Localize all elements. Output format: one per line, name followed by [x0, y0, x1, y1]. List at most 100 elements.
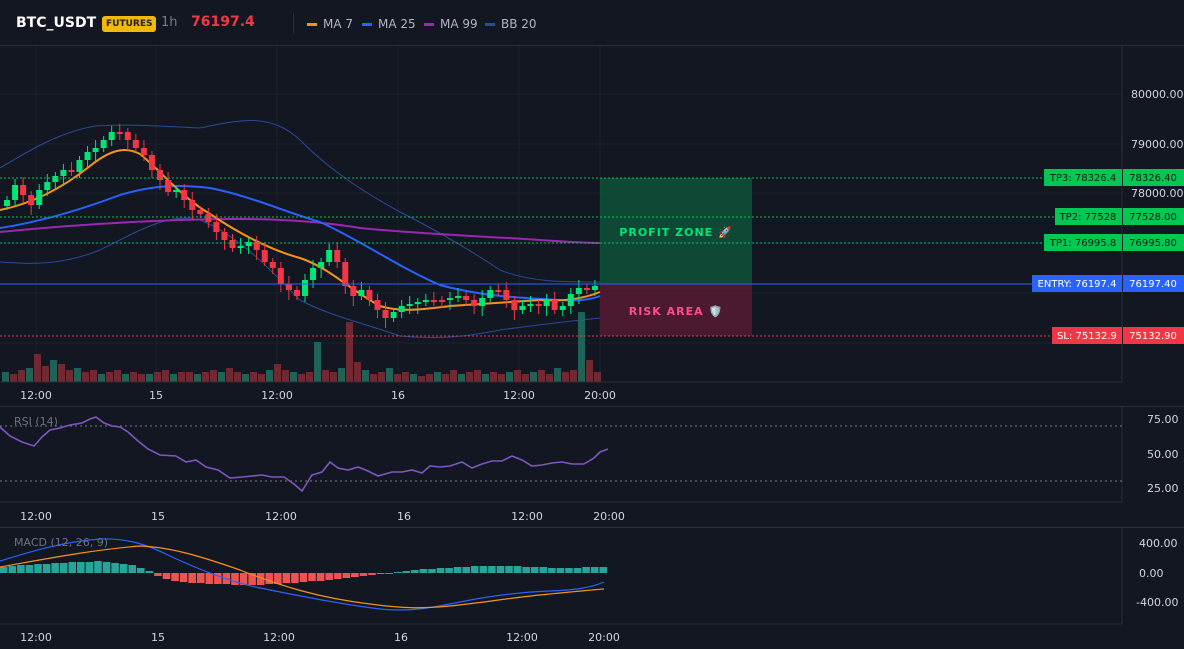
tp1-axis-value: 76995.80 — [1129, 238, 1177, 249]
candle-body — [374, 300, 381, 310]
chart-header: BTC_USDT FUTURES 1h 76197.4 MA 7 MA 25 M… — [0, 0, 1184, 46]
volume-bar — [178, 372, 185, 382]
macd-histogram-bar — [470, 566, 479, 573]
price-tick-78000: 78000.00 — [1131, 187, 1184, 200]
volume-bar — [226, 368, 233, 382]
macd-histogram-bar — [0, 567, 8, 573]
volume-bar — [194, 374, 201, 382]
symbol-name[interactable]: BTC_USDT — [16, 15, 97, 31]
candle-body — [479, 298, 486, 306]
candle-body — [551, 300, 558, 310]
macd-histogram-bar — [402, 571, 411, 573]
candle-body — [342, 262, 349, 286]
macd-histogram-bar — [385, 573, 393, 574]
rsi-time-5: 12:00 — [511, 510, 543, 523]
volume-bar — [362, 370, 369, 382]
macd-label: MACD (12, 26, 9) — [14, 536, 108, 549]
legend-ma7-label: MA 7 — [323, 17, 354, 31]
candle-body — [318, 262, 325, 268]
bb20-swatch-icon — [485, 22, 495, 26]
macd-histogram-bar — [308, 573, 316, 581]
legend-ma7[interactable]: MA 7 — [307, 17, 353, 31]
volume-bar — [10, 374, 17, 382]
macd-histogram-bar — [299, 573, 308, 582]
macd-histogram-bar — [291, 573, 299, 583]
tp1-tag-text: TP1: 76995.8 — [1049, 238, 1116, 249]
candle-body — [269, 262, 276, 268]
macd-histogram-bar — [282, 573, 291, 583]
price-tick-80000: 80000.00 — [1131, 88, 1184, 101]
legend-bb20[interactable]: BB 20 — [485, 17, 537, 31]
entry-tag: ENTRY: 76197.4 76197.40 — [1032, 275, 1184, 292]
rsi-time-2: 15 — [151, 510, 165, 523]
price-chart[interactable]: PROFIT ZONE 🚀 RISK AREA 🛡️ 80000.00 7900… — [0, 46, 1184, 406]
tp2-axis-value: 77528.00 — [1129, 212, 1177, 223]
candle-body — [12, 185, 19, 200]
volume-bar — [522, 374, 529, 382]
legend-ma25[interactable]: MA 25 — [362, 17, 416, 31]
macd-histogram-bar — [316, 573, 325, 581]
macd-histogram-bar — [573, 568, 582, 573]
bb-upper-band — [0, 119, 601, 283]
header-divider — [293, 13, 294, 33]
macd-histogram-bar — [411, 570, 419, 573]
candle-body — [4, 200, 10, 206]
candle-body — [20, 185, 27, 195]
bb-lower-band — [0, 217, 601, 339]
macd-histogram-bar — [128, 565, 137, 573]
volume-bar — [570, 370, 577, 382]
macd-chart[interactable]: MACD (12, 26, 9) 400.00 0.00 -400.00 12:… — [0, 528, 1184, 649]
volume-bar — [74, 368, 81, 382]
pane-divider-rsi[interactable] — [0, 406, 1184, 407]
candle-body — [535, 304, 542, 306]
macd-histogram-bar — [333, 573, 342, 579]
rsi-time-6: 20:00 — [593, 510, 625, 523]
macd-histogram-bar — [85, 562, 94, 573]
volume-bar — [210, 370, 217, 382]
volume-bar — [490, 372, 497, 382]
candle-body — [28, 195, 35, 205]
legend-ma99[interactable]: MA 99 — [424, 17, 478, 31]
rsi-time-3: 12:00 — [265, 510, 297, 523]
macd-histogram-bar — [351, 573, 359, 577]
volume-bar — [458, 374, 465, 382]
candle-body — [543, 300, 550, 306]
candle-body — [527, 304, 534, 306]
macd-time-1: 12:00 — [20, 631, 52, 644]
sl-tag: SL: 75132.9 75132.90 — [1052, 327, 1184, 344]
volume-bar — [394, 374, 401, 382]
volume-bar — [82, 372, 89, 382]
macd-histogram-bar — [239, 573, 248, 585]
candle-body — [173, 190, 180, 192]
pane-divider-macd[interactable] — [0, 527, 1184, 528]
macd-histogram-bar — [256, 573, 265, 585]
tp3-tag-text: TP3: 78326.4 — [1049, 173, 1116, 184]
ma99-line — [0, 217, 601, 244]
macd-histogram-bar — [565, 568, 573, 573]
candle-body — [213, 222, 220, 232]
macd-histogram-bar — [179, 573, 188, 582]
volume-bar — [58, 364, 65, 382]
volume-bar — [386, 368, 393, 382]
candle-body — [463, 296, 470, 300]
macd-histogram-bar — [522, 567, 530, 573]
rsi-chart[interactable]: RSI (14) 75.00 50.00 25.00 12:00 15 12:0… — [0, 407, 1184, 527]
candle-body — [519, 306, 526, 310]
candle-body — [487, 290, 494, 298]
volume-bar — [354, 362, 361, 382]
macd-histogram-bar — [145, 571, 154, 573]
macd-histogram-bar — [171, 573, 179, 581]
volume-bar — [234, 372, 241, 382]
timeframe[interactable]: 1h — [161, 15, 178, 30]
macd-line — [0, 538, 605, 611]
volume-bar — [482, 374, 489, 382]
candle-body — [44, 182, 51, 190]
candle-body — [503, 290, 510, 300]
candle-body — [36, 190, 43, 205]
legend-ma25-label: MA 25 — [378, 17, 416, 31]
volume-bar — [442, 374, 449, 382]
candle-body — [390, 312, 397, 318]
candle-body — [237, 246, 244, 248]
volume-bar — [98, 374, 105, 382]
volume-bar — [562, 372, 569, 382]
